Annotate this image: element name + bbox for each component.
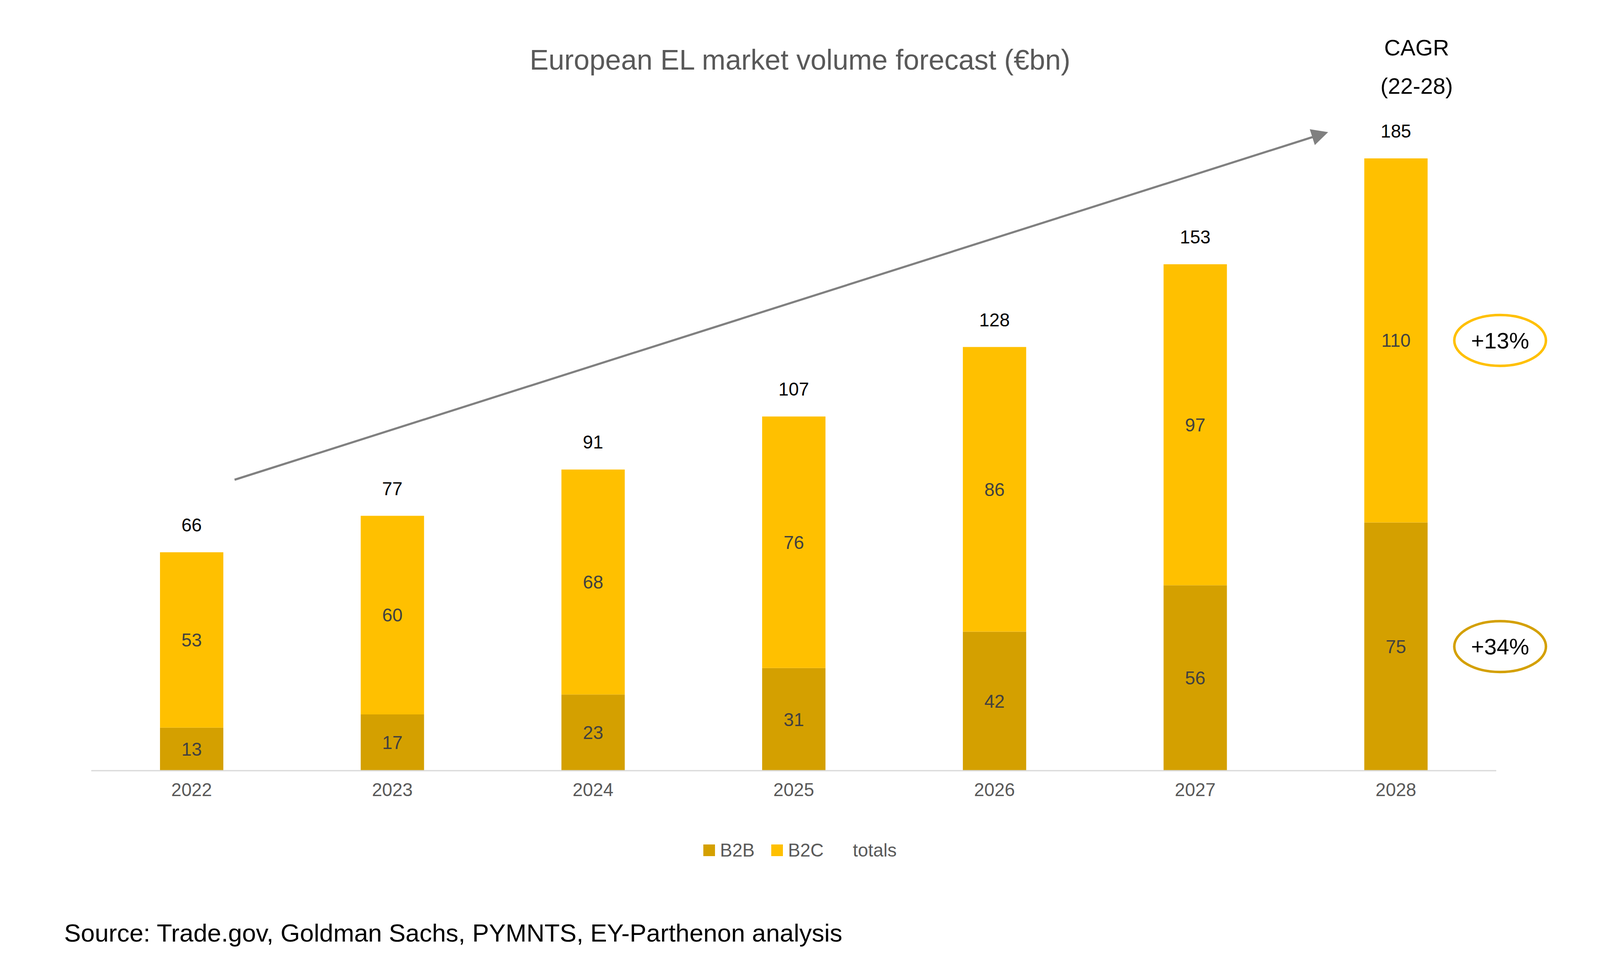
html-text:B2B: B2B	[720, 839, 755, 860]
svg-text:77: 77	[382, 478, 403, 499]
svg-text:53: 53	[181, 629, 203, 650]
svg-text:68: 68	[582, 571, 604, 593]
svg-text:2022: 2022	[171, 779, 213, 800]
svg-text:60: 60	[382, 604, 403, 625]
svg-text:75: 75	[1385, 636, 1407, 657]
svg-text:2028: 2028	[1375, 779, 1417, 800]
svg-text:110: 110	[1381, 330, 1411, 351]
svg-text:185: 185	[1380, 120, 1411, 142]
svg-text:66: 66	[181, 514, 202, 535]
svg-text:2023: 2023	[372, 779, 413, 800]
svg-text:97: 97	[1185, 414, 1206, 435]
svg-text:153: 153	[1180, 226, 1211, 248]
svg-text:91: 91	[582, 431, 604, 453]
svg-text:23: 23	[582, 722, 604, 743]
svg-text:31: 31	[783, 709, 805, 730]
svg-text:42: 42	[984, 690, 1005, 712]
html-text:Source: Trade.gov, Goldman Sac: Source: Trade.gov, Goldman Sachs, PYMNTS…	[64, 918, 843, 947]
svg-text:2026: 2026	[974, 779, 1015, 800]
svg-text:17: 17	[382, 732, 403, 753]
html-text:European EL market volume fore: European EL market volume forecast (€bn)	[529, 43, 1071, 76]
svg-text:2025: 2025	[773, 779, 815, 800]
svg-text:2024: 2024	[572, 779, 614, 800]
svg-text:13: 13	[181, 738, 203, 760]
svg-text:107: 107	[778, 378, 809, 400]
svg-text:76: 76	[783, 532, 805, 553]
html-text:(22-28): (22-28)	[1380, 73, 1453, 99]
svg-text:+34%: +34%	[1470, 633, 1530, 659]
html-text:totals: totals	[852, 839, 897, 860]
svg-text:2027: 2027	[1174, 779, 1216, 800]
html-text:CAGR: CAGR	[1384, 35, 1450, 60]
svg-text:86: 86	[984, 479, 1005, 500]
html-text:B2C: B2C	[788, 839, 824, 860]
svg-text:56: 56	[1185, 667, 1206, 688]
svg-text:+13%: +13%	[1470, 327, 1530, 353]
svg-text:128: 128	[979, 309, 1010, 330]
